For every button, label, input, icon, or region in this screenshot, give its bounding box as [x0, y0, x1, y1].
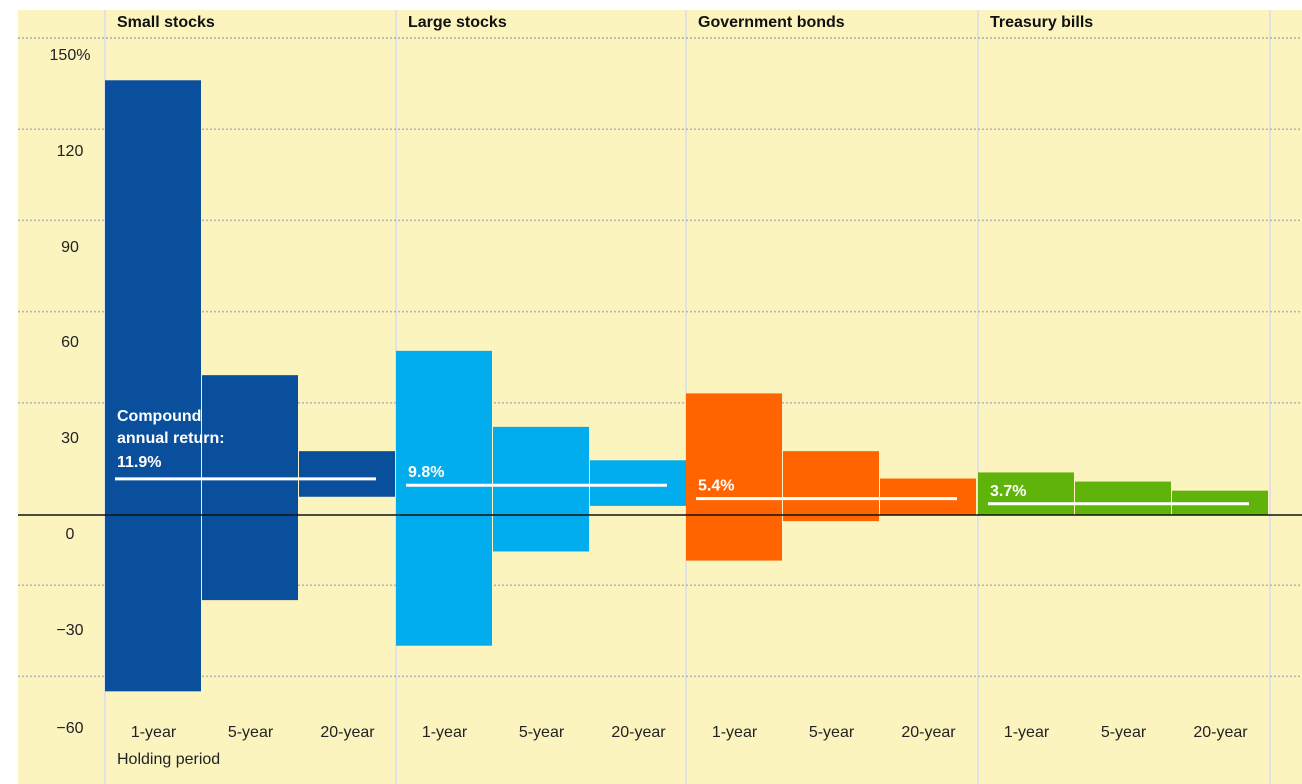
bar-2-2: [880, 478, 976, 515]
annotation-prefix-line-0: Compound: [117, 408, 201, 425]
x-axis-label: Holding period: [117, 751, 220, 768]
category-label-1-0: 1-year: [422, 724, 468, 741]
category-label-2-1: 5-year: [809, 724, 855, 741]
category-label-0-0: 1-year: [131, 724, 177, 741]
category-label-1-2: 20-year: [611, 724, 666, 741]
bar-1-1: [493, 426, 589, 552]
category-label-0-1: 5-year: [228, 724, 274, 741]
annotation-prefix-line-1: annual return:: [117, 430, 225, 447]
bar-1-0: [396, 350, 492, 646]
y-tick-label-1: 120: [57, 143, 84, 160]
category-label-2-0: 1-year: [712, 724, 758, 741]
category-label-3-2: 20-year: [1193, 724, 1248, 741]
category-label-2-2: 20-year: [901, 724, 956, 741]
y-tick-label-7: −60: [56, 720, 83, 737]
category-label-3-0: 1-year: [1004, 724, 1050, 741]
y-tick-label-4: 30: [61, 430, 79, 447]
group-title-2: Government bonds: [698, 14, 845, 31]
group-title-0: Small stocks: [117, 14, 215, 31]
y-tick-label-6: −30: [56, 622, 83, 639]
bar-3-0: [978, 472, 1074, 515]
category-label-1-1: 5-year: [519, 724, 565, 741]
bar-0-2: [299, 451, 395, 497]
category-label-3-1: 5-year: [1101, 724, 1147, 741]
return-label-2: 5.4%: [698, 478, 734, 495]
group-title-1: Large stocks: [408, 14, 507, 31]
bar-3-1: [1075, 481, 1171, 515]
bar-2-1: [783, 451, 879, 522]
return-label-0: 11.9%: [117, 454, 161, 471]
category-label-0-2: 20-year: [320, 724, 375, 741]
bar-1-2: [590, 460, 686, 506]
return-label-1: 9.8%: [408, 464, 444, 481]
group-title-3: Treasury bills: [990, 14, 1093, 31]
y-tick-label-2: 90: [61, 239, 79, 256]
y-tick-label-3: 60: [61, 334, 79, 351]
return-label-3: 3.7%: [990, 483, 1026, 500]
bar-0-0: [105, 80, 201, 692]
y-tick-label-5: 0: [66, 526, 75, 543]
bar-0-1: [202, 375, 298, 601]
bar-2-0: [686, 393, 782, 561]
y-tick-label-0: 150%: [50, 47, 91, 64]
